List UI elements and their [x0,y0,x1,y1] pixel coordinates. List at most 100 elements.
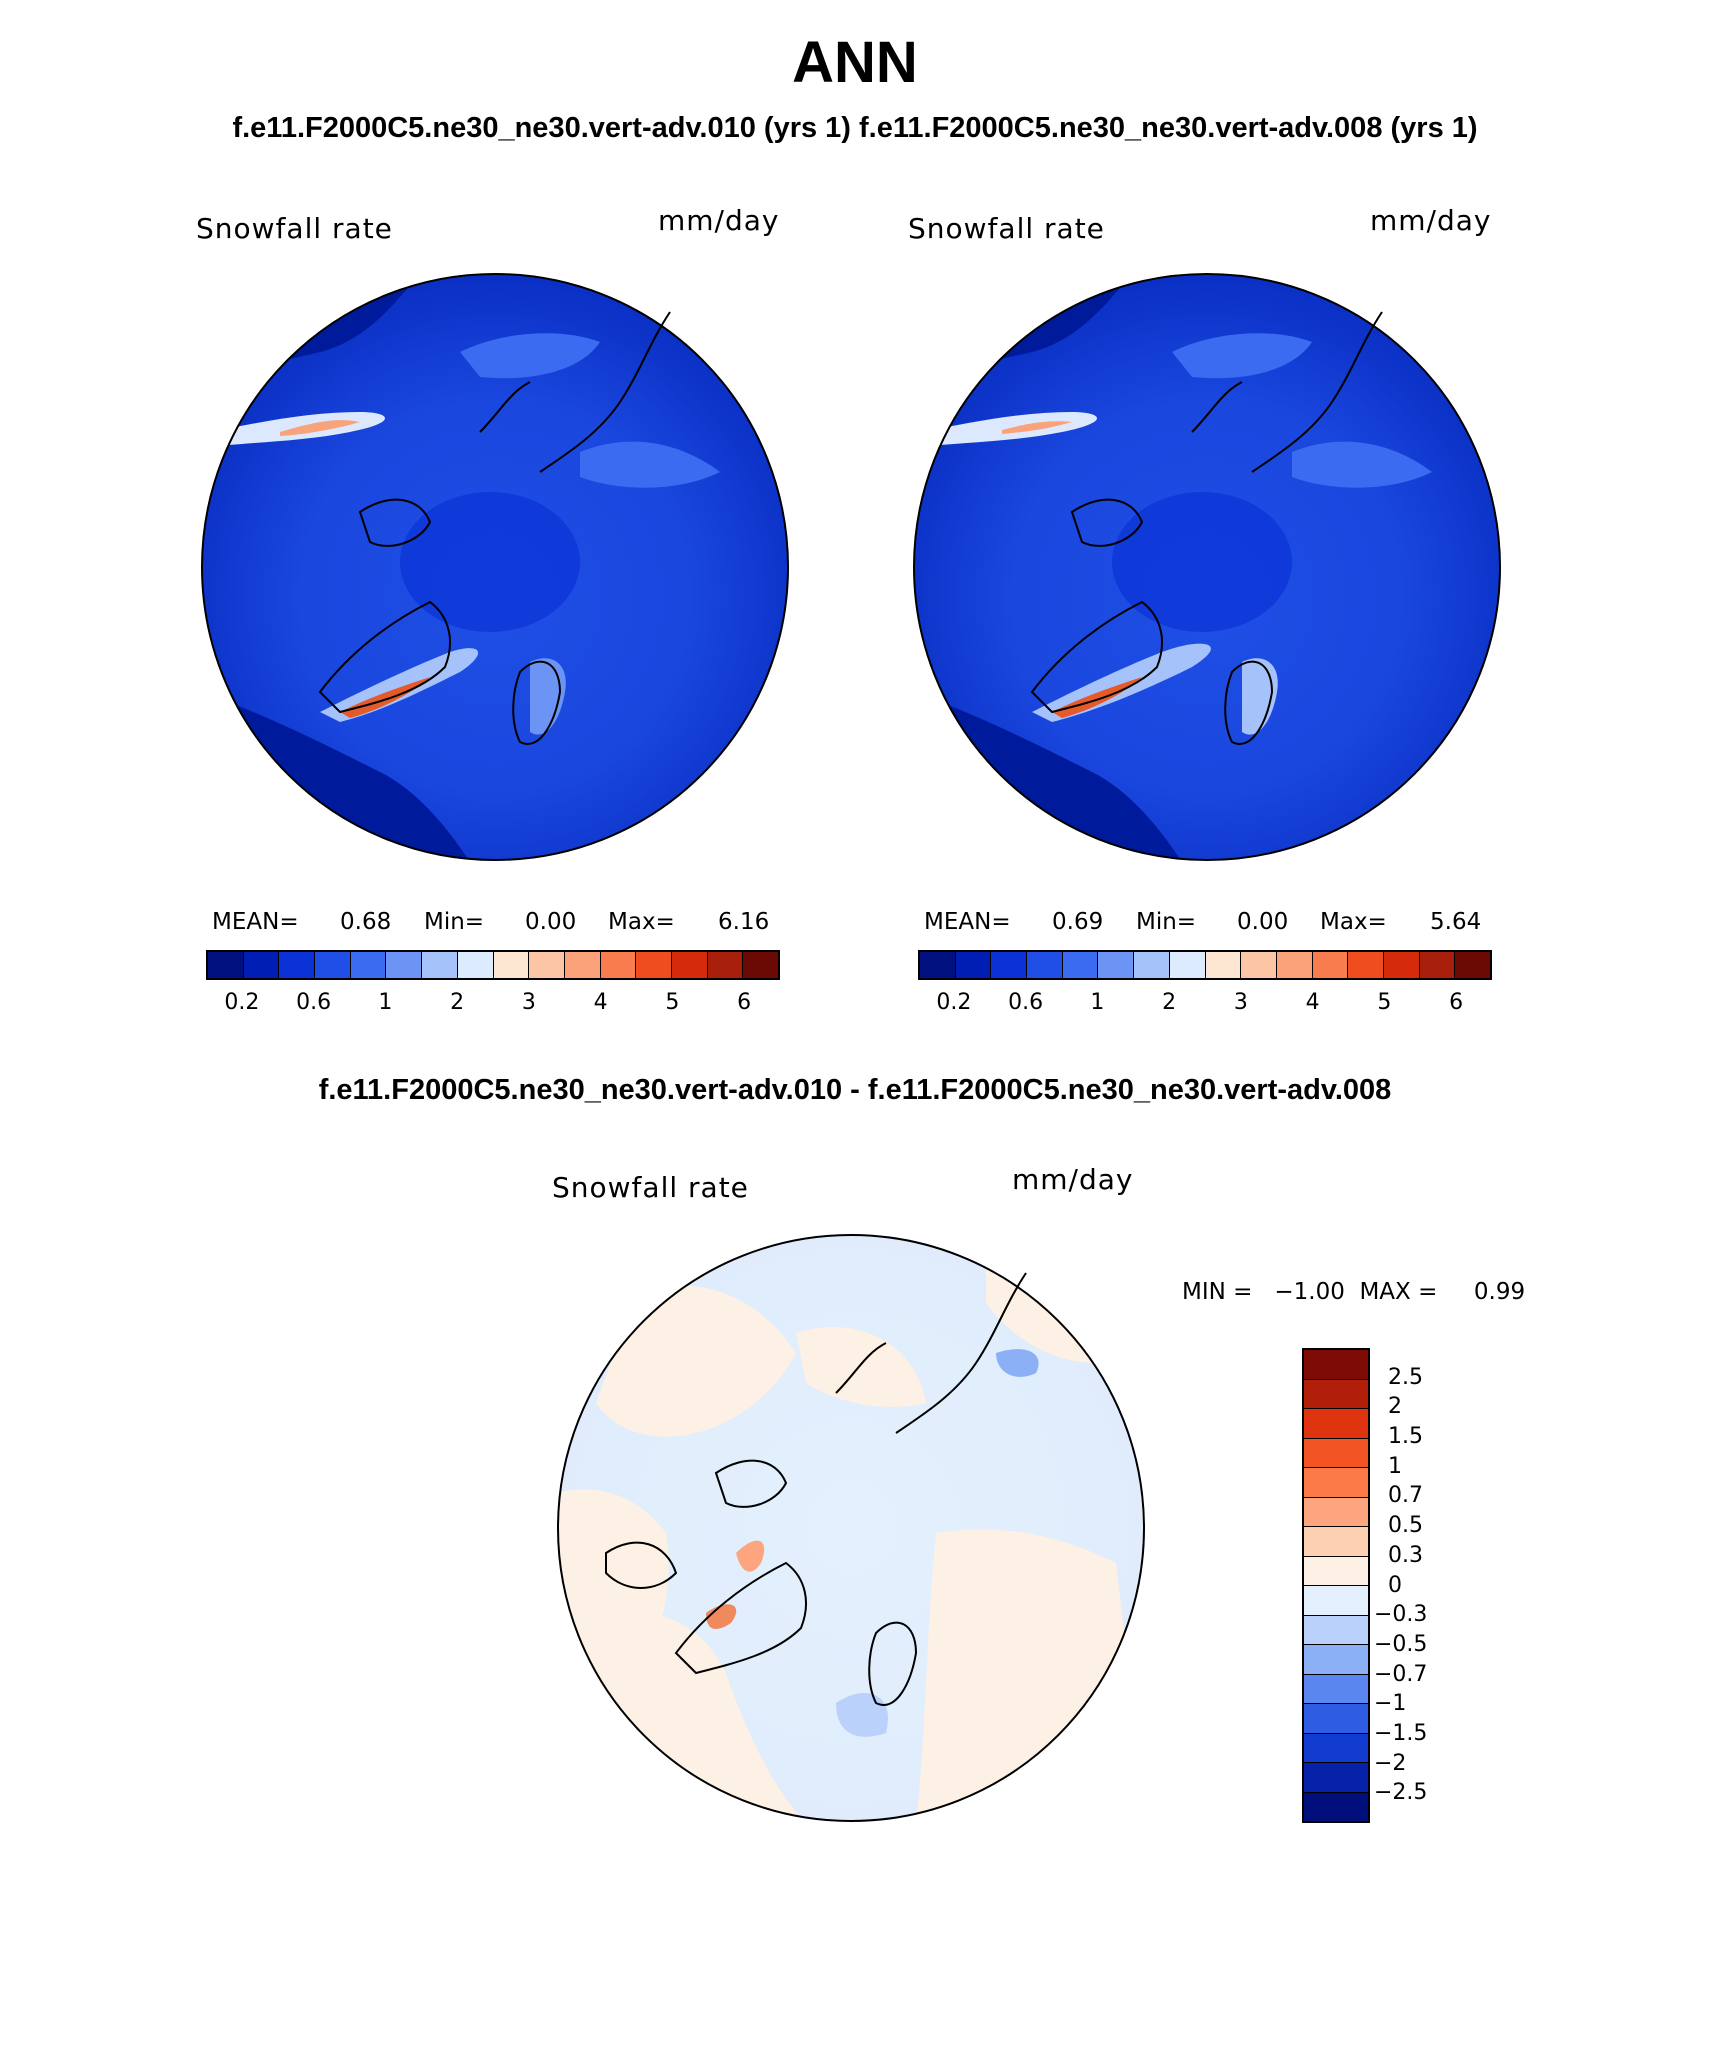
colorbar-tick-label: 0.6 [296,990,332,1015]
panel2-min-value: 0.00 [1237,909,1289,935]
colorbar-tick-label: 2 [450,990,465,1015]
colorbar-swatch [243,952,280,978]
diff-colorbar-swatch [1304,1674,1368,1704]
diff-colorbar-swatch [1304,1704,1368,1734]
colorbar-tick-label: 0.2 [936,990,972,1015]
colorbar-tick-label: 0.2 [224,990,260,1015]
diff-colorbar-swatch [1304,1733,1368,1763]
colorbar-swatch [279,952,316,978]
colorbar-tick-label: 0.6 [1008,990,1044,1015]
colorbar-swatch [564,952,601,978]
colorbar-swatch [1169,952,1206,978]
colorbar-tick-label: 4 [593,990,608,1015]
diff-colorbar-ticks: 2.5 2 1.5 1 0.7 0.5 0.3 0 −0.3 −0.5 −0.7 −1 −1.5 −2 −2… [1374,1348,1500,1823]
colorbar-swatch [1098,952,1135,978]
diff-colorbar-swatch [1304,1556,1368,1586]
panel2-polar-map [913,273,1501,861]
panel1-colorbar-ticks: 0.2 0.6 1 2 3 4 5 6 [206,990,780,1020]
diff-colorbar-swatch [1304,1615,1368,1645]
diff-colorbar-swatch [1304,1379,1368,1409]
diff-colorbar-swatch [1304,1645,1368,1675]
difference-polar-map [557,1234,1145,1822]
colorbar-tick-label: 5 [665,990,680,1015]
diff-units-label: mm/day [1012,1163,1134,1196]
diff-colorbar-tick-label: −2.5 [1374,1780,1428,1806]
page-subtitle: f.e11.F2000C5.ne30_ne30.vert-adv.010 (yr… [232,112,1478,144]
diff-colorbar-swatch [1304,1468,1368,1498]
diff-colorbar-tick-label: 0.3 [1388,1542,1423,1568]
panel2-colorbar-ticks: 0.2 0.6 1 2 3 4 5 6 [918,990,1492,1020]
diff-colorbar-swatch [1304,1527,1368,1557]
colorbar-swatch [1062,952,1099,978]
colorbar-tick-label: 5 [1377,990,1392,1015]
panel1-polar-map [201,273,789,861]
diff-colorbar-swatch [1304,1497,1368,1527]
colorbar-tick-label: 3 [1233,990,1248,1015]
colorbar-swatch [1134,952,1170,978]
colorbar-swatch [707,952,744,978]
colorbar-swatch [671,952,708,978]
colorbar-swatch [1276,952,1313,978]
panel2-mean-label: MEAN= [924,909,1011,935]
colorbar-swatch [1455,952,1490,978]
diff-variable-label: Snowfall rate [552,1171,749,1204]
colorbar-swatch [529,952,565,978]
colorbar-swatch [920,952,956,978]
difference-title: f.e11.F2000C5.ne30_ne30.vert-adv.010 - f… [318,1074,1392,1106]
colorbar-swatch [1383,952,1420,978]
colorbar-swatch [743,952,778,978]
diff-colorbar [1302,1348,1370,1823]
panel2-mean-value: 0.69 [1052,909,1104,935]
diff-colorbar-tick-label: 2 [1388,1394,1402,1420]
diff-colorbar-swatch [1304,1409,1368,1439]
panel1-mean-label: MEAN= [212,909,299,935]
colorbar-swatch [1205,952,1242,978]
panel2-max-value: 5.64 [1430,909,1482,935]
colorbar-swatch [1312,952,1349,978]
panel1-variable-label: Snowfall rate [196,212,393,245]
diff-colorbar-tick-label: −0.3 [1374,1602,1428,1628]
colorbar-swatch [991,952,1028,978]
diff-colorbar-tick-label: 0 [1388,1572,1402,1598]
panel1-mean-value: 0.68 [340,909,392,935]
colorbar-swatch [457,952,494,978]
diff-colorbar-tick-label: 1.5 [1388,1424,1423,1450]
colorbar-swatch [350,952,387,978]
diff-colorbar-tick-label: −2 [1374,1750,1407,1776]
panel2-variable-label: Snowfall rate [908,212,1105,245]
colorbar-swatch [1241,952,1277,978]
colorbar-tick-label: 1 [1090,990,1105,1015]
diff-colorbar-swatch [1304,1586,1368,1616]
colorbar-tick-label: 6 [1449,990,1464,1015]
colorbar-swatch [636,952,672,978]
diff-colorbar-tick-label: 2.5 [1388,1364,1423,1390]
diff-colorbar-tick-label: −1.5 [1374,1720,1428,1746]
diff-colorbar-tick-label: 1 [1388,1453,1402,1479]
colorbar-swatch [1419,952,1456,978]
diff-colorbar-swatch [1304,1792,1368,1821]
diff-colorbar-tick-label: −0.5 [1374,1631,1428,1657]
colorbar-swatch [493,952,530,978]
page-title: ANN [792,30,918,95]
colorbar-swatch [386,952,423,978]
colorbar-swatch [955,952,992,978]
panel2-min-label: Min= [1136,909,1197,935]
diff-colorbar-swatch [1304,1438,1368,1468]
panel1-max-value: 6.16 [718,909,770,935]
colorbar-tick-label: 3 [521,990,536,1015]
colorbar-swatch [1348,952,1384,978]
diff-colorbar-swatch [1304,1763,1368,1793]
diff-colorbar-tick-label: −1 [1374,1691,1407,1717]
panel1-min-label: Min= [424,909,485,935]
colorbar-tick-label: 6 [737,990,752,1015]
colorbar-swatch [315,952,351,978]
panel1-min-value: 0.00 [525,909,577,935]
panel1-colorbar [206,950,780,980]
panel2-max-label: Max= [1320,909,1387,935]
diff-colorbar-swatch [1304,1350,1368,1380]
colorbar-tick-label: 4 [1305,990,1320,1015]
panel1-units-label: mm/day [658,204,780,237]
colorbar-tick-label: 1 [378,990,393,1015]
colorbar-swatch [600,952,637,978]
diff-colorbar-tick-label: 0.5 [1388,1513,1423,1539]
